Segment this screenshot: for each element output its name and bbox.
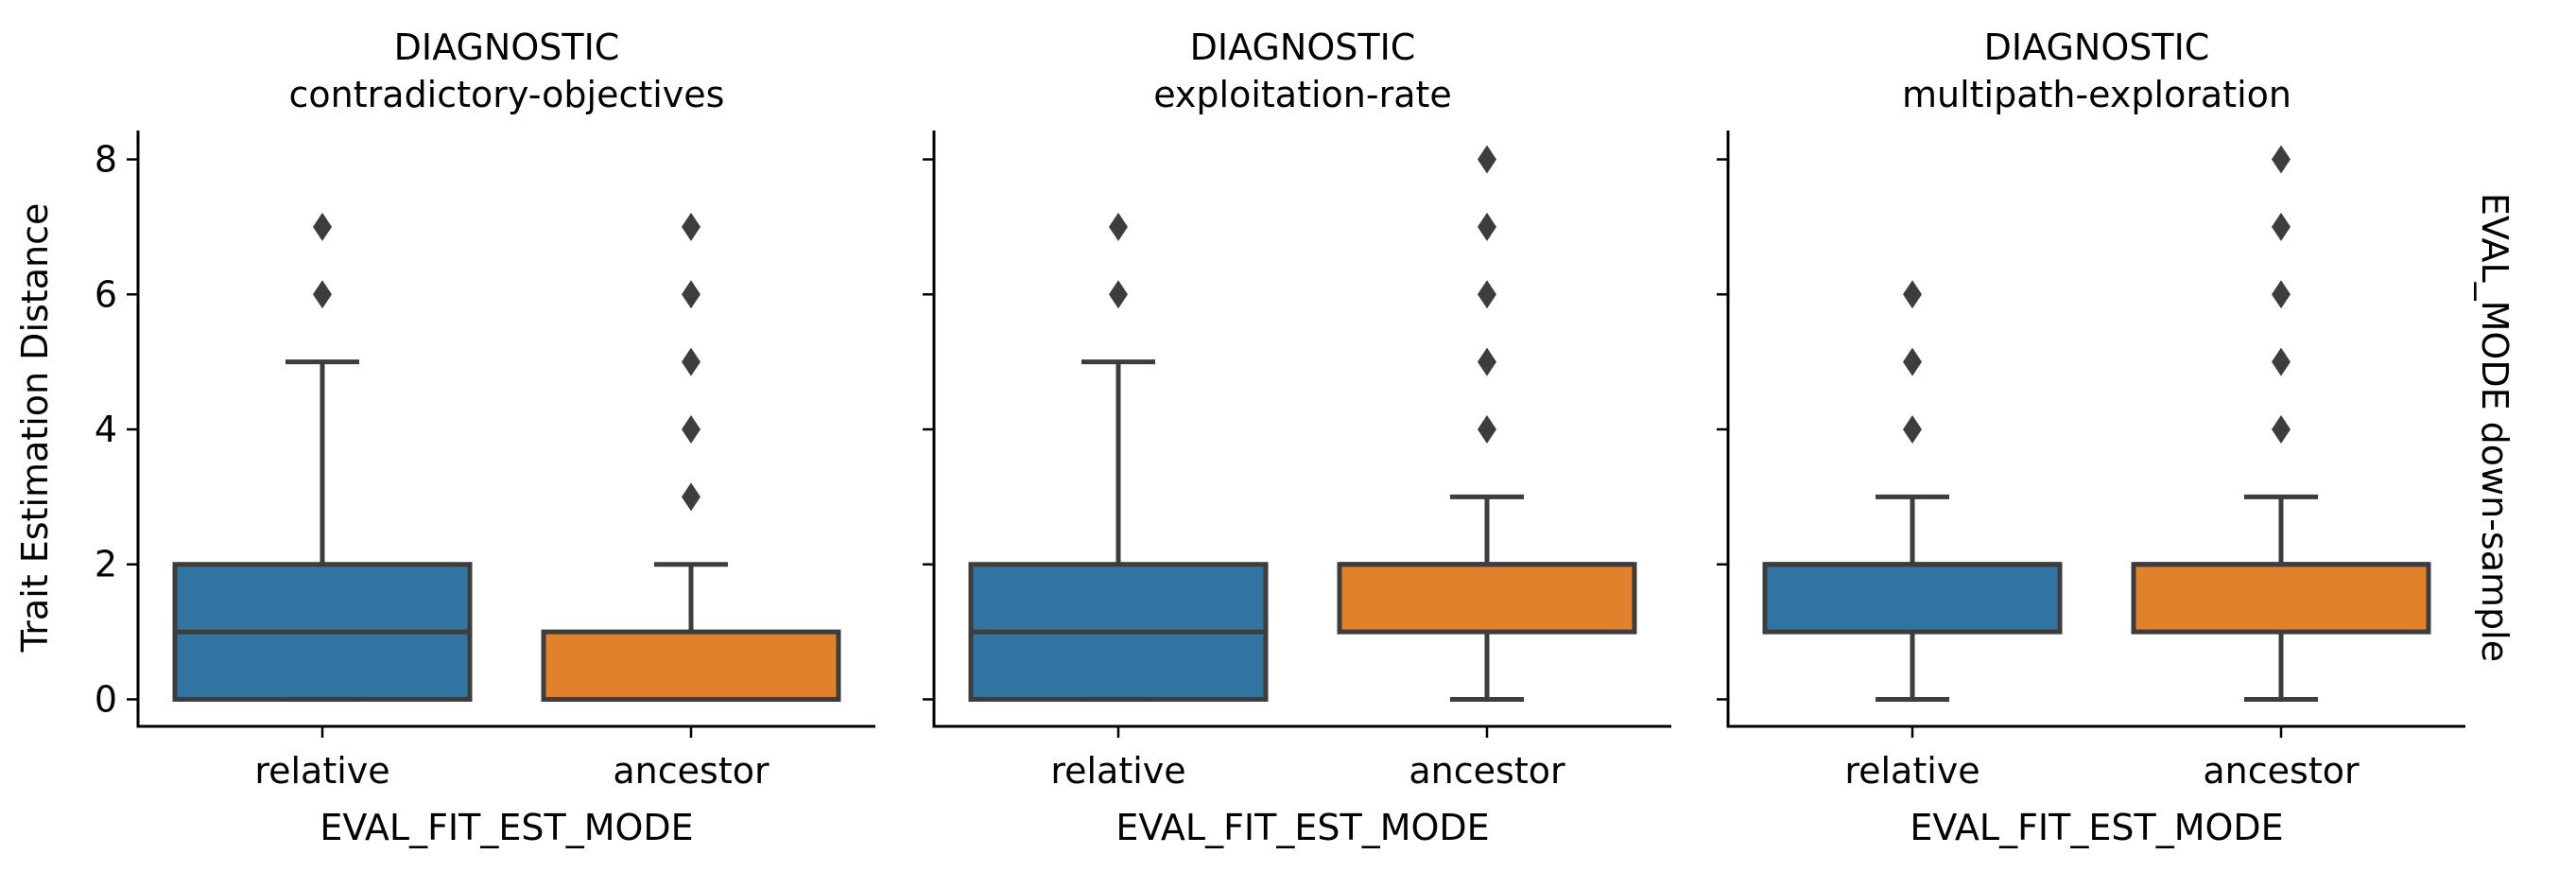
iqr-box xyxy=(1762,562,2063,635)
x-tick-label: ancestor xyxy=(2203,750,2360,792)
outlier-point xyxy=(313,212,332,241)
x-axis-label: EVAL_FIT_EST_MODE xyxy=(1910,807,2283,848)
outlier-point xyxy=(682,415,700,444)
outlier-point xyxy=(1478,212,1496,241)
box-ancestor xyxy=(1337,145,1637,702)
x-axis-label: EVAL_FIT_EST_MODE xyxy=(1115,807,1489,848)
outlier-point xyxy=(1109,212,1128,241)
row-facet-label: EVAL_MODE down-sample xyxy=(2474,193,2515,662)
outlier-point xyxy=(2272,347,2291,376)
iqr-box xyxy=(541,629,841,702)
outlier-point xyxy=(1903,415,1922,444)
x-tick-label: ancestor xyxy=(1409,750,1565,792)
box-ancestor xyxy=(2131,145,2431,702)
x-tick-label: relative xyxy=(1844,750,1980,792)
y-tick-label: 8 xyxy=(95,139,117,181)
box-relative xyxy=(968,212,1269,702)
outlier-point xyxy=(2272,145,2291,174)
facet-panel-3: DIAGNOSTIC multipath-exploration relative a… xyxy=(1717,26,2465,848)
y-tick-label: 2 xyxy=(95,544,117,585)
iqr-box xyxy=(2131,562,2431,635)
facet-title-line1: DIAGNOSTIC xyxy=(1190,26,1416,68)
outlier-point xyxy=(682,347,700,376)
outlier-point xyxy=(1478,145,1496,174)
facets-layer: DIAGNOSTIC contradictory-objectives 0 2 4 6 8 r… xyxy=(95,26,2465,848)
outlier-point xyxy=(313,280,332,309)
y-tick-label: 4 xyxy=(95,409,117,450)
outlier-point xyxy=(2272,280,2291,309)
outlier-point xyxy=(2272,212,2291,241)
outlier-point xyxy=(682,482,700,512)
outlier-point xyxy=(1478,347,1496,376)
outlier-point xyxy=(1903,280,1922,309)
facet-title-line2: contradictory-objectives xyxy=(289,74,725,115)
outlier-point xyxy=(1478,280,1496,309)
outlier-point xyxy=(682,280,700,309)
outlier-point xyxy=(1478,415,1496,444)
outlier-point xyxy=(1903,347,1922,376)
box-ancestor xyxy=(541,212,841,702)
y-tick-label: 6 xyxy=(95,273,117,315)
x-axis-label: EVAL_FIT_EST_MODE xyxy=(320,807,693,848)
facet-title-line2: exploitation-rate xyxy=(1153,74,1452,115)
box-relative xyxy=(172,212,473,702)
outlier-point xyxy=(1109,280,1128,309)
facet-title-line2: multipath-exploration xyxy=(1902,74,2291,115)
y-axis-label: Trait Estimation Distance xyxy=(14,203,56,654)
x-tick-label: relative xyxy=(1050,750,1185,792)
x-tick-label: relative xyxy=(254,750,389,792)
facet-title-line1: DIAGNOSTIC xyxy=(394,26,620,68)
x-tick-label: ancestor xyxy=(613,750,769,792)
outlier-point xyxy=(682,212,700,241)
facet-title-line1: DIAGNOSTIC xyxy=(1984,26,2210,68)
facet-panel-1: DIAGNOSTIC contradictory-objectives 0 2 4 6 8 r… xyxy=(95,26,875,848)
outlier-point xyxy=(2272,415,2291,444)
iqr-box xyxy=(1337,562,1637,635)
box-relative xyxy=(1762,280,2063,702)
facet-panel-2: DIAGNOSTIC exploitation-rate relative ances… xyxy=(923,26,1671,848)
y-tick-label: 0 xyxy=(95,678,117,720)
